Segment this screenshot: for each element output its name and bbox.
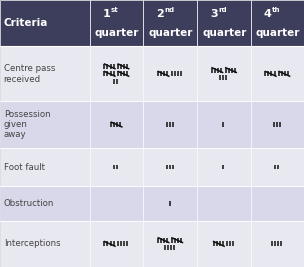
Bar <box>0 101 90 148</box>
Bar <box>90 46 143 101</box>
Bar <box>197 186 251 221</box>
Bar <box>197 0 251 46</box>
Bar <box>197 101 251 148</box>
Bar <box>197 46 251 101</box>
Bar <box>251 0 304 46</box>
Text: nd: nd <box>164 7 175 13</box>
Text: st: st <box>111 7 119 13</box>
Text: Interceptions: Interceptions <box>4 239 60 248</box>
Bar <box>90 221 143 267</box>
Bar <box>251 148 304 186</box>
Text: 2: 2 <box>156 9 164 19</box>
Text: quarter: quarter <box>202 28 246 38</box>
Text: Foot fault: Foot fault <box>4 163 45 172</box>
Bar <box>0 0 90 46</box>
Bar <box>251 101 304 148</box>
Text: Possession
given
away: Possession given away <box>4 110 50 139</box>
Bar <box>197 148 251 186</box>
Bar <box>0 46 90 101</box>
Text: 3: 3 <box>210 9 218 19</box>
Text: Criteria: Criteria <box>4 18 48 28</box>
Bar <box>143 101 197 148</box>
Bar <box>0 221 90 267</box>
Bar <box>251 221 304 267</box>
Bar <box>90 101 143 148</box>
Bar <box>143 46 197 101</box>
Bar <box>90 0 143 46</box>
Bar <box>251 46 304 101</box>
Bar <box>90 186 143 221</box>
Text: quarter: quarter <box>148 28 192 38</box>
Text: Centre pass
received: Centre pass received <box>4 64 55 84</box>
Bar <box>0 186 90 221</box>
Text: quarter: quarter <box>255 28 300 38</box>
Bar <box>143 148 197 186</box>
Text: 4: 4 <box>263 9 271 19</box>
Bar <box>90 148 143 186</box>
Text: rd: rd <box>218 7 227 13</box>
Text: th: th <box>272 7 280 13</box>
Bar <box>143 0 197 46</box>
Text: quarter: quarter <box>95 28 139 38</box>
Bar <box>0 148 90 186</box>
Text: 1: 1 <box>102 9 110 19</box>
Text: Obstruction: Obstruction <box>4 199 54 208</box>
Bar <box>197 221 251 267</box>
Bar <box>143 186 197 221</box>
Bar <box>143 221 197 267</box>
Bar <box>251 186 304 221</box>
